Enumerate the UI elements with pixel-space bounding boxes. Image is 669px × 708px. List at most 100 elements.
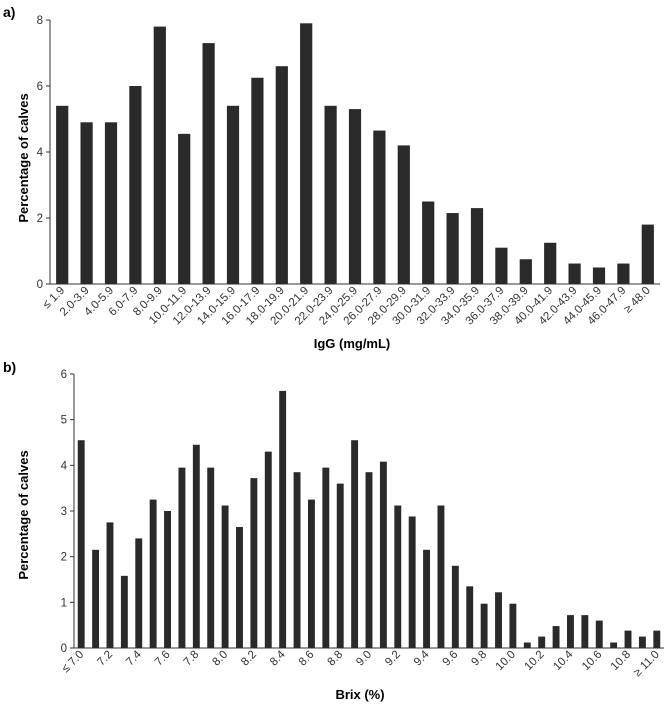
panel-a-bar [56, 105, 69, 284]
panel-a-bar [592, 267, 606, 284]
panel-b-bar [207, 467, 215, 648]
panel-b-bar [279, 390, 287, 648]
panel-b-bar [365, 472, 373, 648]
panel-b-x-tick-label: 9.2 [383, 649, 403, 669]
panel-b-bar [567, 615, 574, 648]
panel-b-bar [250, 478, 258, 648]
panel-a-bar [495, 247, 508, 284]
panel-b-bar [236, 526, 243, 648]
panel-b-bar [221, 505, 229, 648]
panel-b-bar [379, 461, 387, 648]
panel-b-bar [523, 642, 531, 648]
panel-a-y-tick-label: 4 [37, 147, 44, 159]
panel-b-x-tick-label: 8.4 [268, 648, 288, 668]
panel-a-bar [446, 213, 459, 284]
panel-b-x-tick-label: 8.2 [239, 649, 259, 669]
panel-a-bar [397, 145, 410, 284]
panel-a-bar [324, 105, 337, 284]
panel-b-bar [451, 565, 459, 648]
panel-b-x-tick-label: 7.8 [182, 649, 202, 669]
panel-a-bar [129, 86, 142, 284]
panel-b-bar [408, 516, 416, 648]
panel-b-y-tick-label: 5 [61, 415, 67, 427]
panel-b-y-tick-label: 4 [61, 460, 68, 472]
panel-b-bar [638, 636, 646, 648]
panel-b-bar [480, 603, 488, 648]
panel-b-bar [538, 636, 546, 648]
panel-b-bar [192, 444, 200, 648]
panel-a-bar [104, 122, 118, 284]
panel-b-x-tick-label: 9.4 [412, 648, 432, 668]
panel-b-bar [336, 483, 344, 648]
panel-b-bar [394, 505, 402, 648]
panel-b-bar [509, 603, 517, 648]
panel-b-bar [264, 451, 272, 648]
panel-b-x-tick-label: ≥ 11.0 [631, 649, 661, 679]
panel-b-y-tick-label: 3 [61, 506, 67, 518]
panel-a-bar [617, 263, 630, 284]
panel-a-x-axis-label: IgG (mg/mL) [314, 336, 391, 351]
panel-b-bar [120, 575, 128, 648]
panel-b-x-tick-label: 9.8 [469, 649, 489, 669]
panel-b-bar [437, 505, 445, 648]
panel-a-bar [544, 242, 557, 284]
panel-a-y-tick-label: 2 [37, 213, 43, 225]
panel-a-y-tick-label: 6 [37, 81, 43, 93]
panel-a-label: a) [3, 4, 15, 20]
panel-b-x-tick-label: 8.0 [210, 649, 230, 669]
panel-b-bar [135, 538, 143, 648]
panel-a-bar [422, 201, 435, 284]
panel-b-x-tick-label: 8.8 [326, 649, 346, 669]
panel-b-x-tick-label: 10.2 [522, 649, 546, 673]
panel-a-bar [275, 66, 288, 284]
panel-b-bar [77, 440, 85, 648]
panel-b-x-tick-label: 7.6 [153, 649, 173, 669]
panel-b-bar [164, 511, 171, 648]
panel-b-x-tick-label: 10.6 [580, 649, 604, 673]
panel-b-bar [351, 440, 359, 648]
panel-a-y-tick-label: 0 [37, 279, 43, 291]
panel-a-bar [202, 43, 215, 284]
panel-b-x-tick-label: 9.6 [441, 649, 461, 669]
panel-b-x-tick-label: 10.4 [551, 648, 576, 673]
panel-a-bar [80, 122, 93, 284]
panel-a-y-tick-label: 8 [37, 15, 43, 27]
panel-b-bar [423, 549, 431, 648]
panel-a-x-tick-label: ≥ 48.0 [622, 285, 653, 316]
panel-a-bar [348, 109, 362, 284]
panel-b-bar [293, 472, 301, 648]
panel-b-bar [610, 642, 618, 648]
panel-b-x-tick-label: 7.4 [124, 648, 144, 668]
panel-b-y-axis-label: Percentage of calves [16, 450, 31, 579]
panel-a-bar [373, 130, 386, 284]
panel-b-bar [624, 630, 632, 648]
panel-b-y-tick-label: 0 [61, 643, 67, 655]
panel-a-bar [251, 77, 264, 284]
panel-a-bar [519, 259, 532, 284]
panel-b-x-tick-label: 7.2 [95, 649, 115, 669]
panel-b-label: b) [3, 359, 16, 375]
panel-b-bar [149, 499, 157, 648]
panel-b-bar [92, 549, 100, 648]
panel-a-bar [641, 224, 654, 284]
panel-b-y-tick-label: 1 [61, 597, 67, 609]
panel-b-bar [322, 467, 330, 648]
panel-b-y-tick-label: 2 [61, 552, 67, 564]
panel-b-bar [106, 522, 114, 648]
panel-a-bar [568, 263, 581, 284]
panel-b-bar [466, 586, 474, 648]
panel-b-bar [178, 467, 186, 648]
panel-a-bar [178, 133, 191, 284]
panel-b-bar [495, 592, 502, 648]
panel-b-x-tick-label: 9.0 [354, 649, 374, 669]
panel-b-x-axis-label: Brix (%) [335, 687, 384, 702]
panel-b-x-tick-label: 10.0 [494, 649, 518, 673]
panel-b-x-tick-label: 10.8 [609, 649, 633, 673]
panel-a-bar [300, 23, 313, 285]
panel-b-bar [552, 626, 560, 648]
panel-b-x-tick-label: 8.6 [297, 649, 317, 669]
panel-a-bar [226, 105, 240, 284]
